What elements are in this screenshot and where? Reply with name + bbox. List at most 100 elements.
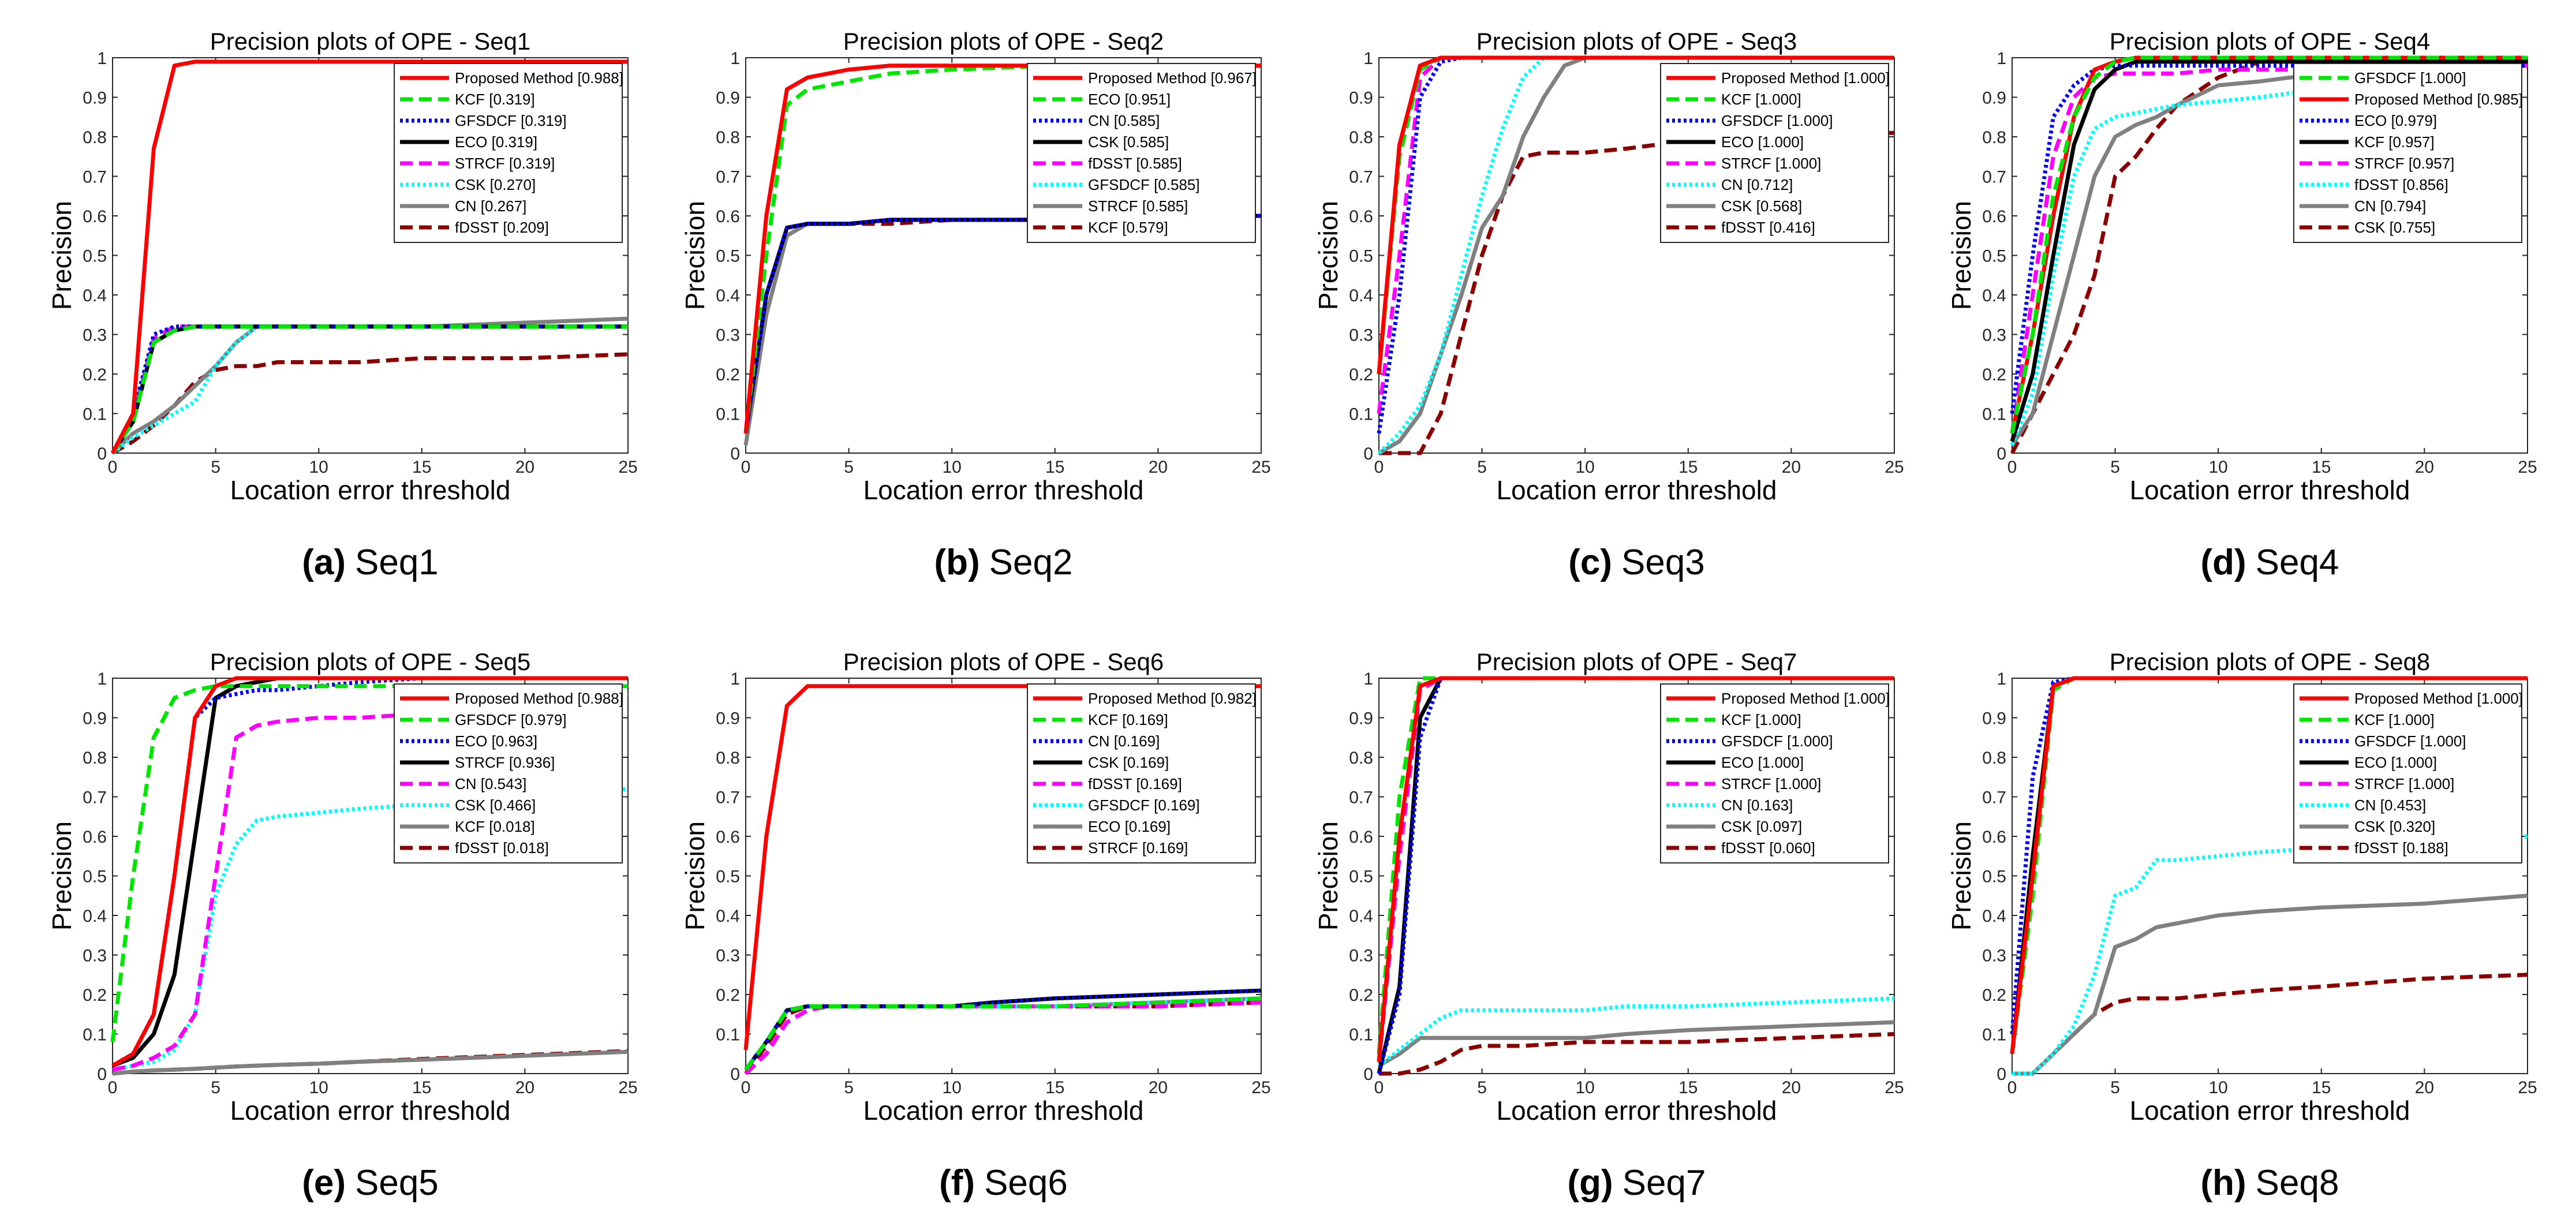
y-tick-label: 0.2 [1349,365,1373,384]
y-tick-label: 0.1 [1982,1026,2006,1045]
y-tick-label: 1 [97,670,107,689]
caption: (b) Seq2 [934,543,1073,582]
legend-entry: STRCF [0.957] [2354,155,2454,172]
y-tick-label: 0.8 [716,128,740,147]
y-tick-label: 0.2 [83,986,107,1005]
y-tick-label: 0.1 [1349,405,1373,424]
y-tick-label: 0.1 [1349,1026,1373,1045]
x-tick-label: 5 [1477,458,1487,477]
x-tick-label: 5 [2110,1078,2120,1097]
x-tick-label: 10 [943,458,962,477]
x-tick-label: 10 [943,1078,962,1097]
caption-text: Seq1 [355,543,439,582]
y-tick-label: 0.9 [83,709,107,728]
legend-entry: CSK [0.169] [1088,754,1169,771]
series-line-proposed-method [1377,676,1894,1062]
series-line-cn [1377,996,1895,1068]
series-line-cn [743,214,1261,434]
legend-box [1027,683,1256,863]
chart-title: Precision plots of OPE - Seq8 [2110,648,2431,675]
legend-entry: fDSST [0.856] [2354,176,2448,193]
chart-8: 00.10.20.30.40.50.60.70.80.910 5 10 15 20 25P… [1946,648,2537,1203]
y-tick-label: 0.2 [716,365,740,384]
y-tick-label: 0.3 [1982,947,2006,966]
legend-entry: Proposed Method [0.988] [455,690,623,707]
y-tick-label: 0.7 [1349,788,1373,807]
y-tick-label: 0.5 [1349,868,1373,887]
legend-entry: GFSDCF [0.319] [455,112,567,129]
x-tick-label: 20 [2415,1078,2434,1097]
x-tick-label: 25 [2518,458,2537,477]
x-axis-label: Location error threshold [230,475,511,505]
y-tick-label: 0.9 [716,709,740,728]
caption-text: Seq7 [1622,1163,1706,1203]
legend-box [2293,63,2522,243]
x-tick-label: 5 [844,1078,854,1097]
caption: (d) Seq4 [2201,543,2339,582]
x-tick-label: 20 [515,458,534,477]
y-tick-label: 0.3 [83,326,107,345]
x-tick-label: 0 [1374,458,1384,477]
x-tick-label: 25 [1885,458,1904,477]
x-tick-label: 20 [1782,458,1801,477]
legend-entry: Proposed Method [0.988] [455,69,623,87]
y-tick-label: 0.7 [1982,168,2006,187]
y-tick-label: 0.3 [1349,326,1373,345]
x-tick-label: 10 [2209,458,2228,477]
y-tick-label: 0.4 [1982,907,2006,926]
chart-title: Precision plots of OPE - Seq3 [1476,28,1797,55]
legend-entry: KCF [0.579] [1088,219,1168,236]
y-tick-label: 0.4 [716,286,740,305]
x-tick-label: 10 [309,1078,328,1097]
legend-box [2293,683,2522,863]
series-line-fdsst [744,1000,1262,1075]
y-tick-label: 0.7 [716,788,740,807]
series-line-proposed-method [2010,676,2528,1055]
y-tick-label: 0.8 [1349,128,1373,147]
caption-text: Seq4 [2256,543,2339,582]
legend-entry: fDSST [0.060] [1721,839,1815,857]
y-tick-label: 0.7 [716,168,740,187]
legend-entry: KCF [1.000] [1721,711,1801,728]
legend-entry: CSK [0.320] [2354,818,2435,835]
caption-letter: (e) [302,1163,346,1203]
x-axis-label: Location error threshold [1497,1096,1777,1126]
y-tick-label: 0.9 [1982,709,2006,728]
x-tick-label: 25 [618,1078,637,1097]
y-tick-label: 0 [1997,1065,2006,1084]
legend-entry: CSK [0.755] [2354,219,2435,236]
x-tick-label: 20 [1149,1078,1168,1097]
chart-5: 00.10.20.30.40.50.60.70.80.910 5 10 15 20 25P… [47,648,638,1203]
legend-entry: GFSDCF [0.585] [1088,176,1200,193]
caption-letter: (g) [1568,1163,1613,1203]
chart-7: 00.10.20.30.40.50.60.70.80.910 5 10 15 20 25P… [1313,648,1904,1203]
y-tick-label: 0.6 [1349,207,1373,226]
x-tick-label: 25 [1885,1078,1904,1097]
legend-entry: KCF [1.000] [1721,91,1801,108]
y-tick-label: 0.4 [1982,286,2006,305]
y-tick-label: 0.9 [1982,89,2006,108]
caption-letter: (c) [1568,543,1612,582]
y-tick-label: 0 [97,1065,107,1084]
x-tick-label: 15 [2312,458,2331,477]
legend-box [394,63,623,243]
legend-entry: fDSST [0.416] [1721,219,1815,236]
y-axis-label: Precision [47,201,77,310]
y-tick-label: 1 [1363,670,1373,689]
y-axis-label: Precision [1946,201,1976,310]
y-tick-label: 0.9 [1349,89,1373,108]
legend-entry: STRCF [0.585] [1088,197,1188,215]
y-tick-label: 0.2 [716,986,740,1005]
y-tick-label: 0.6 [83,207,107,226]
x-axis-label: Location error threshold [2130,1096,2410,1126]
x-axis-label: Location error threshold [863,1096,1144,1126]
legend-entry: CSK [0.585] [1088,133,1169,151]
y-tick-label: 0 [97,444,107,463]
legend-box [1027,63,1256,243]
y-tick-label: 0.4 [716,907,740,926]
x-tick-label: 10 [1576,458,1595,477]
x-tick-label: 5 [211,1078,220,1097]
series-line-csk [1378,1020,1895,1068]
chart-title: Precision plots of OPE - Seq1 [210,28,531,55]
caption-text: Seq8 [2256,1163,2339,1203]
